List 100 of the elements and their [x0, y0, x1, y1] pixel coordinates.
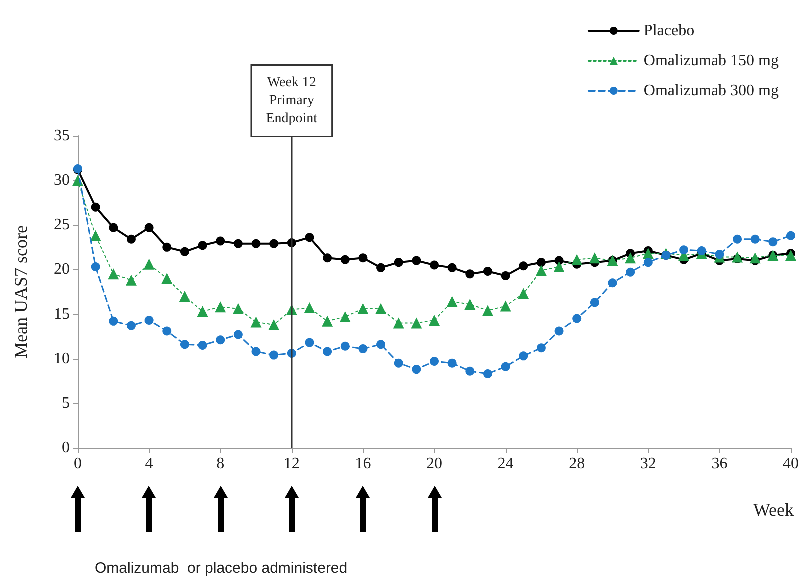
point: [429, 315, 440, 326]
point: [126, 274, 137, 286]
point: [126, 234, 136, 244]
point: [554, 326, 564, 336]
point: [411, 318, 422, 329]
point: [358, 254, 368, 263]
point: [572, 254, 583, 266]
point: [91, 202, 100, 212]
x-tick-label: 16: [355, 456, 372, 472]
y-tick-label: 10: [54, 350, 70, 368]
point: [572, 314, 582, 324]
point: [786, 250, 796, 261]
point: [322, 316, 334, 327]
point: [232, 303, 244, 314]
ref-line-label: Week 12 Primary Endpoint: [266, 76, 318, 126]
y-tick-label: 5: [62, 394, 70, 412]
point: [536, 258, 546, 268]
point: [180, 247, 190, 256]
point: [446, 296, 458, 308]
x-tick-label: 20: [426, 456, 442, 472]
point: [412, 256, 422, 266]
point: [394, 358, 404, 368]
y-axis-title: Mean UAS7 score: [11, 226, 31, 358]
point: [768, 238, 778, 247]
point: [500, 300, 512, 312]
point: [109, 223, 118, 232]
point: [234, 239, 243, 248]
legend-label: Placebo: [644, 22, 695, 40]
point: [252, 239, 261, 248]
point: [554, 262, 565, 273]
point: [466, 270, 475, 279]
point: [697, 246, 706, 256]
point: [144, 316, 154, 326]
point: [786, 231, 796, 240]
point: [750, 252, 761, 264]
point: [358, 303, 369, 314]
y-tick-label: 25: [54, 216, 70, 234]
point: [464, 298, 476, 310]
point: [750, 234, 760, 244]
y-tick-label: 0: [62, 440, 70, 456]
x-tick-label: 8: [216, 456, 225, 472]
point: [376, 340, 386, 350]
point: [625, 252, 636, 264]
point: [91, 262, 100, 272]
point: [536, 265, 547, 276]
point: [340, 255, 350, 264]
y-tick-label: 20: [54, 261, 70, 278]
x-tick-label: 24: [498, 456, 514, 472]
point: [305, 233, 314, 242]
point: [412, 365, 422, 374]
x-axis-title: Week: [753, 500, 794, 521]
point: [519, 262, 528, 271]
text: Omalizumab or placebo administered: [95, 560, 348, 577]
point: [733, 234, 742, 244]
point: [216, 336, 226, 345]
point: [162, 326, 172, 336]
point: [305, 338, 314, 348]
y-tick-label: 15: [54, 306, 70, 323]
point: [430, 260, 439, 270]
point: [483, 370, 492, 379]
point: [234, 330, 243, 340]
point: [252, 347, 261, 356]
point: [250, 316, 262, 328]
point: [304, 302, 316, 314]
point: [466, 366, 475, 376]
point: [144, 223, 154, 232]
y-tick-label: 30: [54, 172, 70, 190]
point: [109, 316, 118, 326]
point: [448, 263, 457, 272]
point: [642, 248, 654, 260]
point: [376, 263, 386, 272]
point: [358, 344, 368, 354]
point: [144, 258, 155, 270]
point: [589, 252, 600, 264]
point: [393, 318, 404, 329]
point: [519, 352, 528, 361]
point: [179, 290, 190, 302]
point: [270, 239, 279, 248]
point: [715, 250, 724, 260]
x-tick-label: 32: [640, 456, 656, 472]
point: [268, 319, 280, 330]
point: [340, 342, 350, 351]
point: [162, 242, 172, 252]
legend-label: Omalizumab 150 mg: [644, 52, 780, 70]
legend-label: Omalizumab 300 mg: [644, 82, 780, 100]
point: [198, 241, 208, 250]
point: [108, 268, 120, 280]
point: [448, 358, 457, 368]
point: [501, 271, 510, 280]
x-tick-label: 12: [284, 456, 300, 472]
x-tick-label: 36: [712, 456, 728, 472]
point: [197, 306, 208, 318]
point: [732, 252, 744, 263]
point: [430, 357, 439, 366]
point: [482, 305, 494, 316]
point: [340, 311, 351, 322]
point: [126, 321, 136, 330]
point: [680, 246, 689, 255]
point: [90, 230, 102, 242]
point: [270, 350, 279, 360]
